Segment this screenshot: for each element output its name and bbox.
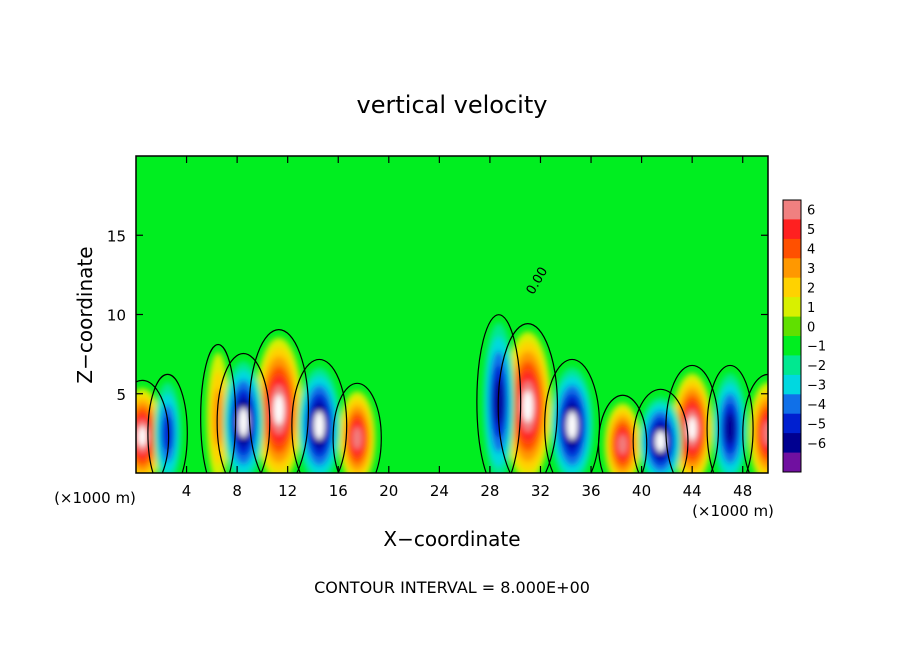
y-tick-label: 15 [107, 227, 126, 245]
updraft-4-band-6 [522, 390, 533, 423]
colorbar-label: −1 [807, 340, 826, 355]
zero-contour-1 [200, 343, 237, 473]
colorbar-label: −4 [807, 398, 826, 413]
zero-contour-13 [632, 388, 689, 473]
downdraft-5-band-5 [655, 430, 666, 452]
x-tick-label: 4 [182, 482, 192, 500]
velocity-field [136, 322, 768, 473]
x-tick-label: 24 [430, 482, 449, 500]
downdraft-0-band-3 [162, 415, 173, 452]
contour-interval: CONTOUR INTERVAL = 8.000E+00 [314, 578, 590, 597]
zero-contour-8 [147, 373, 188, 473]
zero-contour-14 [706, 364, 754, 473]
colorbar-label: 2 [807, 281, 815, 296]
y-axis: 5 10 15 [107, 227, 768, 404]
downdraft-4-band-5 [566, 411, 578, 440]
x-tick-label: 8 [232, 482, 242, 500]
y-tick-label: 5 [116, 386, 126, 404]
x-tick-label: 16 [329, 482, 348, 500]
x-tick-label: 20 [379, 482, 398, 500]
x-tick-label: 32 [531, 482, 550, 500]
plot-area: 0.00 [136, 156, 768, 473]
zero-contour-9 [216, 352, 271, 473]
colorbar-swatch [783, 374, 801, 395]
chart-title: vertical velocity [357, 91, 548, 119]
downdraft-2-band-5 [314, 411, 325, 440]
colorbar-swatch [783, 200, 801, 220]
colorbar-swatch [783, 277, 801, 298]
downdraft-6-band-4 [725, 412, 735, 445]
x-tick-label: 44 [683, 482, 702, 500]
colorbar-swatch [783, 413, 801, 434]
updraft-5-band-5 [618, 434, 628, 455]
colorbar-swatch [783, 219, 801, 240]
colorbar-label: −2 [807, 359, 826, 374]
colorbar-label: 0 [807, 320, 815, 335]
colorbar-swatch [783, 452, 801, 473]
colorbar-label: 5 [807, 223, 815, 238]
colorbar-label: −5 [807, 417, 826, 432]
zero-contour-12 [544, 358, 601, 473]
colorbar-swatch [783, 433, 801, 453]
zero-contour-3 [332, 382, 382, 473]
x-tick-label: 40 [632, 482, 651, 500]
colorbar-swatch [783, 336, 801, 356]
colorbar-swatch [783, 316, 801, 337]
colorbar-label: 1 [807, 301, 815, 316]
x-axis-units-right: (×1000 m) [692, 502, 774, 520]
updraft-2-band-6 [273, 394, 284, 425]
colorbar-frame [782, 199, 802, 473]
colorbar: 6 5 4 3 2 1 0 −1 −2 −3 −4 −5 −6 [782, 199, 826, 473]
zero-contour-10 [291, 358, 348, 473]
zero-contour-6 [665, 364, 720, 473]
zero-contour-11 [476, 314, 522, 473]
updraft-1-band-2 [213, 388, 224, 447]
updraft-6-band-6 [687, 417, 697, 441]
downdraft-1-band-5 [238, 407, 249, 437]
zero-contour-4 [497, 323, 559, 473]
x-tick-label: 36 [581, 482, 600, 500]
y-axis-label: Z−coordinate [73, 246, 97, 383]
colorbar-swatch [783, 394, 801, 415]
colorbar-label: 6 [807, 204, 815, 219]
zero-contour-0 [136, 379, 170, 473]
colorbar-label: 4 [807, 243, 815, 258]
y-tick-label: 10 [107, 307, 126, 325]
colorbar-swatch [783, 258, 801, 279]
colorbar-swatch [783, 355, 801, 376]
colorbar-label: −6 [807, 437, 826, 452]
colorbar-swatch [783, 297, 801, 317]
x-axis-units-left: (×1000 m) [54, 489, 136, 507]
updraft-7-band-5 [763, 420, 768, 446]
updraft-0-band-6 [138, 426, 147, 447]
x-axis-label: X−coordinate [383, 527, 520, 551]
colorbar-label: −3 [807, 379, 826, 394]
x-tick-label: 28 [480, 482, 499, 500]
x-tick-label: 48 [733, 482, 752, 500]
zero-contour-2 [248, 329, 310, 473]
colorbar-label: 3 [807, 262, 815, 277]
x-axis: 4 8 12 16 20 24 28 32 36 40 44 48 [182, 156, 752, 500]
colorbar-swatch [783, 238, 801, 259]
updraft-3-band-5 [352, 426, 362, 450]
x-tick-label: 12 [278, 482, 297, 500]
